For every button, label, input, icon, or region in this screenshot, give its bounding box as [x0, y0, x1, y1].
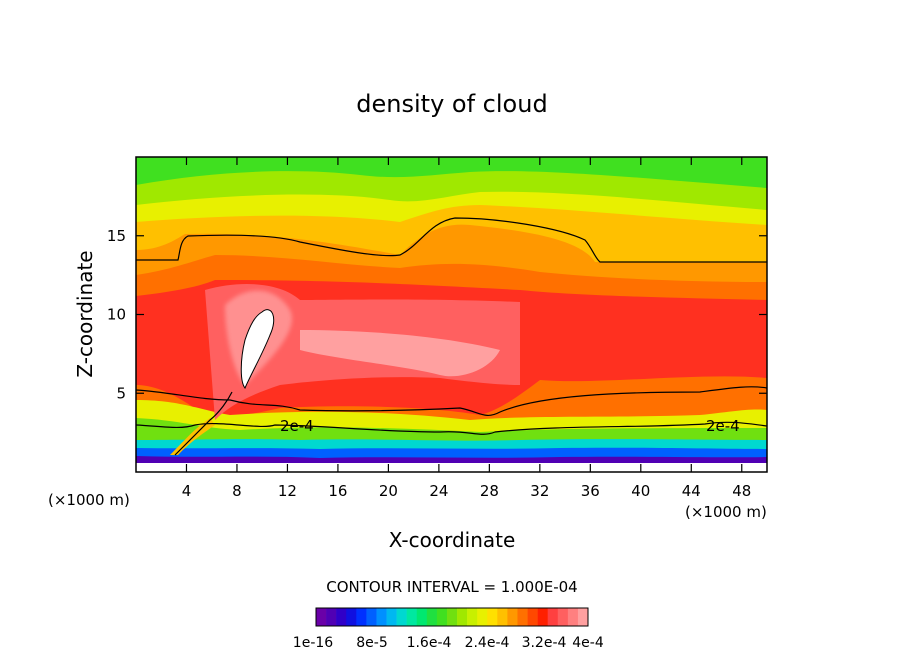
colorbar-swatch	[517, 608, 528, 626]
x-axis-ticks: 4 8 12 16 20 24 28 32 36 40 44 48	[182, 157, 751, 500]
colorbar-swatch	[507, 608, 518, 626]
colorbar-swatch	[567, 608, 579, 626]
colorbar-swatch	[406, 608, 418, 626]
contour-line-lower	[136, 386, 767, 416]
x-tick-label: 40	[631, 482, 650, 500]
contour-labels: 2e-4 2e-4	[280, 417, 740, 435]
colorbar	[315, 607, 589, 627]
chart-title: density of cloud	[356, 90, 547, 118]
y-tick-label: 15	[107, 227, 126, 245]
colorbar-swatch	[356, 608, 367, 626]
colorbar-swatch	[537, 608, 549, 626]
band-pink-core	[300, 330, 500, 377]
colorbar-swatch	[577, 608, 589, 626]
colorbar-swatch	[477, 608, 488, 626]
y-tick-label: 5	[116, 384, 126, 402]
colorbar-swatch	[316, 608, 327, 626]
x-tick-label: 48	[732, 482, 751, 500]
contour-line-upper	[136, 217, 767, 263]
x-tick-label: 32	[530, 482, 549, 500]
contour-label-right: 2e-4	[706, 417, 740, 435]
colorbar-swatch	[336, 608, 347, 626]
colorbar-tick-label: 3.2e-4	[522, 635, 567, 651]
colorbar-tick-label: 2.4e-4	[465, 635, 510, 651]
x-tick-label: 36	[581, 482, 600, 500]
colorbar-frame	[315, 607, 589, 627]
colorbar-swatch	[416, 608, 428, 626]
x-tick-label: 16	[328, 482, 347, 500]
colorbar-swatch	[457, 608, 468, 626]
band-orange-left-patch	[170, 418, 215, 455]
x-tick-label: 8	[232, 482, 242, 500]
colorbar-labels: 1e-16 8e-5 1.6e-4 2.4e-4 3.2e-4 4e-4	[293, 635, 604, 651]
colorbar-swatch	[396, 608, 407, 626]
colorbar-swatch	[326, 608, 337, 626]
colorbar-tick-label: 1e-16	[293, 635, 333, 651]
x-unit-left: (×1000 m)	[48, 491, 130, 509]
colorbar-swatch	[557, 608, 569, 626]
colorbar-swatch	[426, 608, 438, 626]
colorbar-swatch	[487, 608, 498, 626]
contour-interval-text: CONTOUR INTERVAL = 1.000E-04	[326, 578, 577, 596]
x-tick-label: 4	[182, 482, 192, 500]
y-axis-ticks: 5 10 15	[107, 227, 767, 402]
colorbar-tick-label: 1.6e-4	[407, 635, 452, 651]
y-tick-label: 10	[107, 306, 126, 324]
x-axis-label: X-coordinate	[389, 528, 516, 552]
colorbar-swatch	[386, 608, 397, 626]
colorbar-swatch	[346, 608, 357, 626]
colorbar-tick-label: 8e-5	[356, 635, 387, 651]
x-unit-right: (×1000 m)	[685, 503, 767, 521]
x-tick-label: 12	[278, 482, 297, 500]
x-tick-label: 28	[480, 482, 499, 500]
x-tick-label: 44	[682, 482, 701, 500]
colorbar-swatch	[527, 608, 538, 626]
band-white-core	[240, 309, 275, 389]
colorbar-swatch	[376, 608, 387, 626]
contour-label-left: 2e-4	[280, 417, 314, 435]
contour-lines	[136, 217, 767, 456]
colorbar-tick-label: 4e-4	[572, 635, 604, 651]
colorbar-swatch	[467, 608, 478, 626]
y-axis-label: Z-coordinate	[73, 250, 97, 377]
colorbar-swatch	[446, 608, 458, 626]
colorbar-swatch	[497, 608, 508, 626]
band-below-cloud	[136, 463, 767, 472]
colorbar-swatch	[547, 608, 559, 626]
x-tick-label: 24	[429, 482, 448, 500]
contour-line-plume	[174, 391, 233, 456]
x-tick-label: 20	[379, 482, 398, 500]
colorbar-swatch	[366, 608, 377, 626]
colorbar-swatch	[436, 608, 448, 626]
